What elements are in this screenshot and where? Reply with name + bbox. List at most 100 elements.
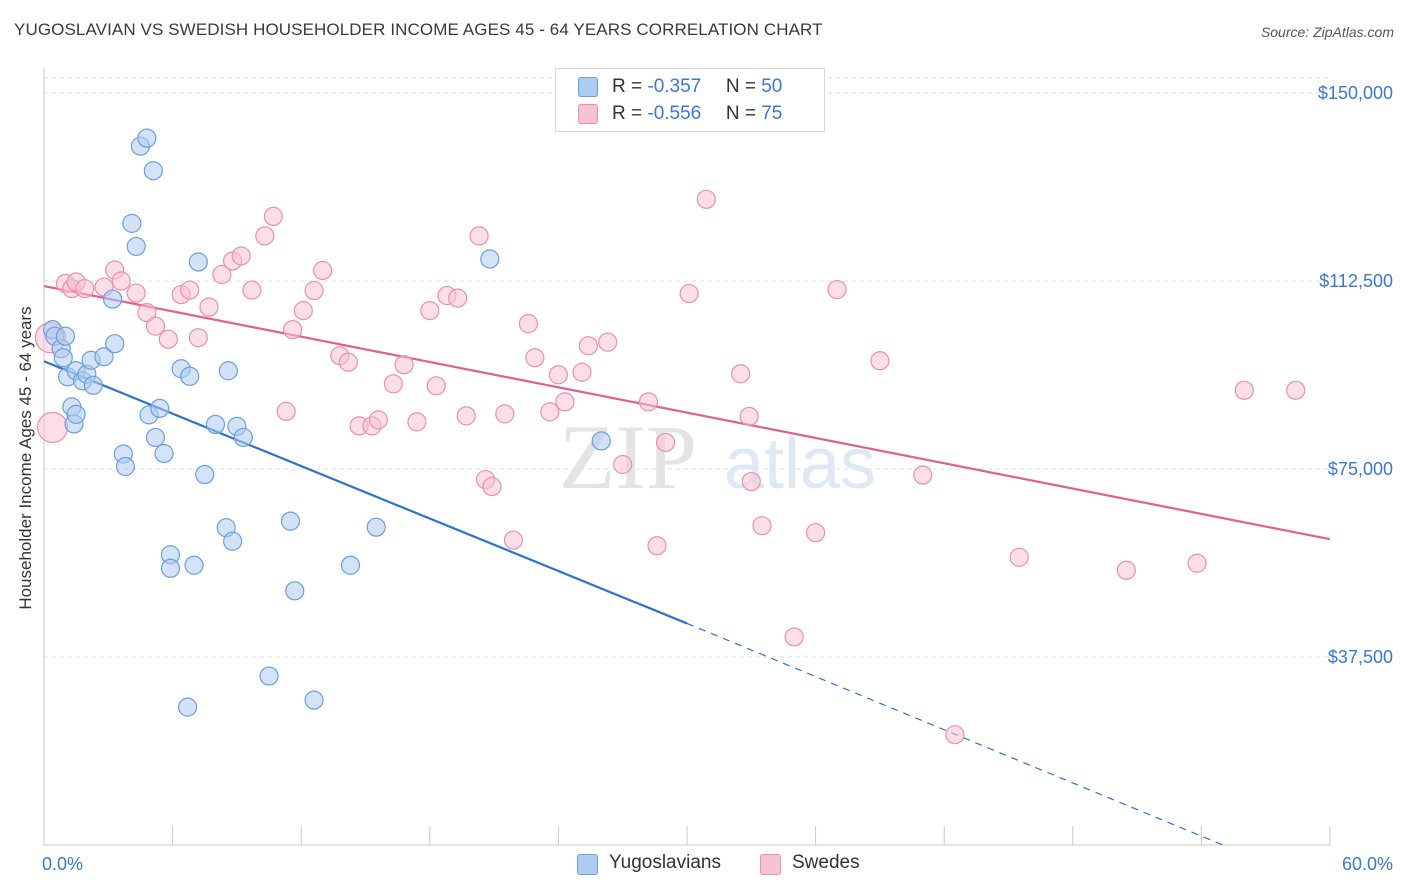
bottom-legend-label: Yugoslavians bbox=[609, 852, 721, 873]
legend-r-value: -0.357 bbox=[647, 76, 702, 97]
legend-swatch-swedes bbox=[578, 104, 598, 124]
point-swedes bbox=[158, 329, 178, 349]
point-yugoslavians bbox=[105, 334, 125, 354]
point-yugoslavians bbox=[122, 213, 142, 233]
point-yugoslavians bbox=[184, 555, 204, 575]
point-swedes bbox=[1009, 547, 1029, 567]
point-swedes bbox=[420, 301, 440, 321]
watermark: ZIP atlas bbox=[559, 406, 876, 508]
point-swedes bbox=[913, 465, 933, 485]
point-yugoslavians bbox=[154, 443, 174, 464]
point-yugoslavians bbox=[53, 348, 73, 368]
point-swedes bbox=[752, 516, 772, 536]
point-swedes bbox=[383, 374, 403, 394]
point-swedes bbox=[495, 404, 515, 424]
point-yugoslavians bbox=[66, 404, 86, 424]
point-swedes bbox=[111, 271, 131, 291]
tick-labels: $37,500 $75,000 $112,500 $150,000 0.0% 60.0% bbox=[42, 83, 1393, 874]
point-swedes bbox=[426, 376, 446, 396]
point-yugoslavians bbox=[83, 375, 103, 395]
point-yugoslavians bbox=[94, 347, 114, 367]
point-yugoslavians bbox=[126, 236, 146, 257]
point-yugoslavians bbox=[223, 531, 243, 551]
point-swedes bbox=[368, 410, 388, 430]
point-swedes bbox=[407, 412, 427, 432]
legend-n-value: 75 bbox=[761, 103, 783, 124]
point-yugoslavians bbox=[205, 414, 226, 435]
point-swedes bbox=[313, 260, 333, 281]
point-swedes bbox=[578, 336, 599, 356]
point-swedes bbox=[540, 402, 560, 422]
point-yugoslavians bbox=[180, 366, 200, 386]
point-yugoslavians bbox=[233, 427, 253, 448]
point-swedes bbox=[525, 348, 545, 368]
bottom-legend-swatch-swedes bbox=[760, 854, 781, 875]
y-tick-label: $112,500 bbox=[1319, 271, 1393, 291]
point-yugoslavians bbox=[195, 464, 215, 485]
watermark-atlas: atlas bbox=[724, 424, 876, 504]
point-swedes bbox=[945, 725, 965, 745]
point-swedes bbox=[263, 206, 283, 226]
point-swedes bbox=[739, 406, 759, 426]
point-yugoslavians bbox=[178, 697, 198, 717]
legend-r-label: R = bbox=[612, 103, 648, 124]
point-swedes bbox=[655, 432, 676, 453]
point-yugoslavians bbox=[304, 690, 324, 710]
x-tick-label: 60.0% bbox=[1342, 854, 1393, 874]
point-swedes bbox=[647, 536, 667, 556]
point-swedes bbox=[394, 355, 414, 375]
point-swedes bbox=[276, 401, 296, 421]
point-swedes bbox=[1234, 380, 1254, 400]
point-yugoslavians bbox=[285, 581, 305, 601]
y-tick-label: $150,000 bbox=[1318, 83, 1393, 103]
chart-title: YUGOSLAVIAN VS SWEDISH HOUSEHOLDER INCOM… bbox=[14, 20, 823, 39]
point-swedes bbox=[503, 530, 523, 550]
legend-r-label: R = bbox=[612, 76, 648, 97]
point-swedes bbox=[145, 316, 166, 336]
point-swedes bbox=[784, 627, 804, 647]
point-swedes bbox=[242, 280, 262, 300]
point-swedes bbox=[1187, 553, 1207, 573]
point-swedes bbox=[638, 392, 659, 412]
point-swedes bbox=[548, 365, 569, 385]
point-swedes bbox=[805, 523, 826, 543]
point-swedes bbox=[598, 332, 618, 352]
point-swedes bbox=[448, 288, 468, 308]
point-yugoslavians bbox=[145, 427, 166, 448]
point-swedes bbox=[870, 351, 890, 371]
point-yugoslavians bbox=[160, 558, 181, 578]
point-swedes bbox=[730, 364, 751, 384]
point-swedes bbox=[126, 283, 146, 303]
point-swedes bbox=[283, 320, 303, 340]
trend-line-swedes bbox=[43, 284, 1331, 541]
legend-n-label: N = bbox=[725, 76, 762, 97]
correlation-legend: R = -0.357 N = 50 R = -0.556 N = 75 bbox=[555, 68, 825, 132]
point-swedes bbox=[231, 246, 251, 266]
point-swedes bbox=[1116, 560, 1136, 580]
point-swedes bbox=[304, 280, 324, 301]
bottom-legend-swatch-yugoslavians bbox=[577, 854, 598, 875]
point-swedes bbox=[482, 476, 502, 497]
point-swedes bbox=[180, 280, 200, 300]
point-swedes bbox=[679, 283, 699, 304]
point-swedes bbox=[456, 406, 476, 426]
point-swedes bbox=[75, 278, 95, 299]
y-tick-label: $37,500 bbox=[1328, 647, 1393, 667]
point-swedes bbox=[469, 226, 489, 246]
point-yugoslavians bbox=[143, 161, 163, 181]
point-yugoslavians bbox=[340, 555, 361, 575]
point-swedes bbox=[212, 264, 232, 285]
point-yugoslavians bbox=[188, 252, 208, 272]
point-swedes bbox=[827, 279, 847, 300]
point-yugoslavians bbox=[102, 289, 123, 309]
legend-r-value: -0.556 bbox=[647, 103, 702, 124]
legend-n-value: 50 bbox=[761, 76, 783, 97]
point-swedes bbox=[338, 352, 358, 372]
point-yugoslavians bbox=[55, 326, 76, 346]
point-swedes bbox=[741, 471, 761, 492]
point-swedes bbox=[293, 301, 313, 321]
point-yugoslavians bbox=[137, 128, 157, 148]
axes bbox=[43, 68, 1331, 846]
point-swedes bbox=[1286, 380, 1306, 400]
